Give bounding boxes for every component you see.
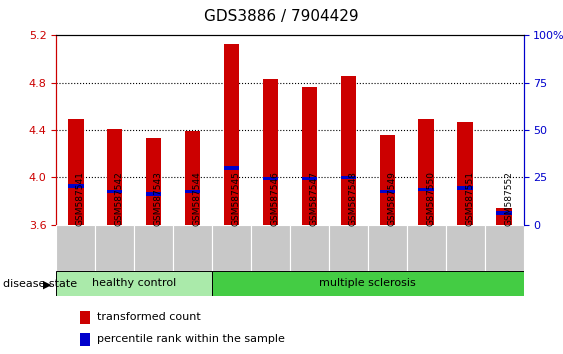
Bar (379, 135, 395, 225)
Bar (80, 333, 90, 346)
Bar (446, 225, 485, 271)
Text: ▶: ▶ (43, 279, 52, 289)
Bar (134, 225, 173, 271)
Text: GSM587546: GSM587546 (270, 171, 279, 226)
Bar (56, 271, 212, 296)
Bar (185, 190, 200, 193)
Bar (379, 190, 395, 193)
Bar (329, 225, 368, 271)
Bar (80, 311, 90, 324)
Bar (95, 225, 134, 271)
Bar (146, 138, 162, 225)
Bar (302, 87, 317, 225)
Bar (418, 119, 434, 225)
Text: disease state: disease state (3, 279, 77, 289)
Text: multiple sclerosis: multiple sclerosis (319, 278, 416, 288)
Bar (185, 131, 200, 225)
Bar (302, 177, 317, 181)
Text: GSM587541: GSM587541 (76, 171, 85, 226)
Bar (341, 176, 356, 179)
Text: GSM587543: GSM587543 (154, 171, 163, 226)
Bar (56, 225, 95, 271)
Bar (341, 76, 356, 225)
Bar (173, 225, 212, 271)
Text: GSM587549: GSM587549 (387, 171, 396, 226)
Text: GSM587548: GSM587548 (348, 171, 358, 226)
Bar (290, 225, 329, 271)
Text: GSM587547: GSM587547 (310, 171, 319, 226)
Text: percentile rank within the sample: percentile rank within the sample (97, 335, 285, 344)
Bar (457, 122, 473, 225)
Bar (224, 166, 239, 170)
Bar (263, 79, 278, 225)
Bar (146, 192, 162, 196)
Text: GSM587544: GSM587544 (193, 171, 202, 226)
Bar (457, 186, 473, 190)
Bar (212, 271, 524, 296)
Bar (107, 190, 123, 193)
Text: healthy control: healthy control (92, 278, 176, 288)
Text: GSM587545: GSM587545 (231, 171, 240, 226)
Bar (485, 225, 524, 271)
Text: GSM587552: GSM587552 (504, 171, 513, 226)
Text: GSM587550: GSM587550 (426, 171, 435, 226)
Text: transformed count: transformed count (97, 312, 200, 322)
Bar (251, 225, 290, 271)
Bar (497, 211, 512, 215)
Bar (68, 119, 83, 225)
Bar (224, 44, 239, 225)
Bar (263, 177, 278, 181)
Text: GSM587551: GSM587551 (465, 171, 474, 226)
Bar (68, 184, 83, 188)
Text: GSM587542: GSM587542 (115, 171, 124, 226)
Bar (368, 225, 406, 271)
Text: GDS3886 / 7904429: GDS3886 / 7904429 (204, 9, 359, 24)
Bar (107, 129, 123, 225)
Bar (418, 188, 434, 191)
Bar (497, 208, 512, 225)
Bar (406, 225, 446, 271)
Bar (212, 225, 251, 271)
